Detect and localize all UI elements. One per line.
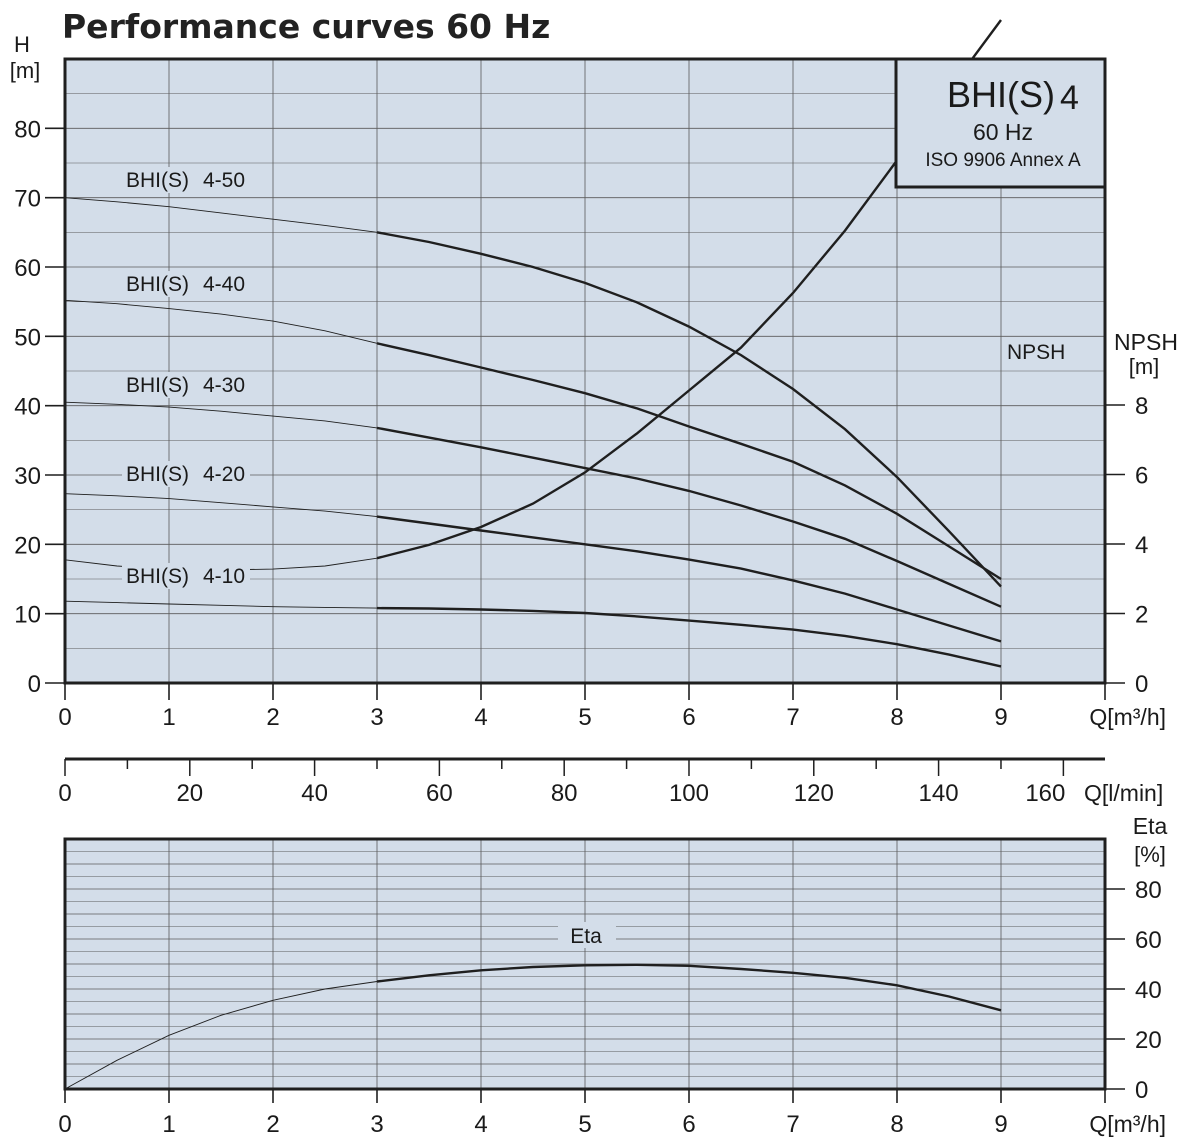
head-xtick-label: 5: [578, 704, 591, 731]
legend-frequency: 60 Hz: [973, 119, 1033, 145]
curve-bold-3: [376, 515, 1002, 643]
eff-xtick-label: 7: [786, 1111, 799, 1137]
flow-tick-label: 160: [1025, 780, 1065, 807]
eta-ytick-label: 20: [1135, 1027, 1162, 1054]
npsh-ytick-label: 4: [1135, 532, 1148, 559]
flow-tick-label: 80: [551, 780, 578, 807]
head-xtick-label: 9: [994, 704, 1007, 731]
flow-tick-label: 120: [794, 780, 834, 807]
head-ytick-label: 80: [14, 116, 41, 143]
series-label-suffix: 4-50: [203, 169, 245, 192]
legend-box: [894, 57, 1107, 189]
eta-curve-thin: [64, 981, 378, 1090]
head-x-unit: Q[m³/h]: [1089, 704, 1166, 730]
npsh-axis-label: NPSH: [1114, 329, 1178, 355]
eff-xtick-label: 4: [474, 1111, 487, 1137]
series-label-suffix: 4-10: [203, 565, 245, 588]
curve-thin-1: [64, 299, 378, 344]
head-axis-unit: [m]: [10, 58, 41, 83]
eff-xtick-label: 9: [994, 1111, 1007, 1137]
head-xtick-label: 2: [266, 704, 279, 731]
head-ytick-label: 0: [28, 671, 41, 698]
npsh-ytick-label: 8: [1135, 393, 1148, 420]
series-label-name: BHI(S): [126, 565, 189, 588]
head-ytick-label: 50: [14, 324, 41, 351]
eff-xtick-label: 0: [58, 1111, 71, 1137]
head-ytick-label: 70: [14, 186, 41, 213]
head-xtick-label: 7: [786, 704, 799, 731]
flow-tick-label: 140: [919, 780, 959, 807]
series-label-bg: [122, 167, 250, 193]
curve-thin-4: [64, 600, 378, 609]
series-label-bg: [122, 563, 250, 589]
eta-ytick-label: 60: [1135, 927, 1162, 954]
head-ytick-label: 40: [14, 394, 41, 421]
head-xtick-label: 0: [58, 704, 71, 731]
flow-tick-label: 0: [58, 780, 71, 807]
eff-xtick-label: 8: [890, 1111, 903, 1137]
head-xtick-label: 6: [682, 704, 695, 731]
eff-xtick-label: 6: [682, 1111, 695, 1137]
head-ytick-label: 60: [14, 255, 41, 282]
eta-ytick-label: 40: [1135, 977, 1162, 1004]
legend-model: BHI(S): [947, 74, 1055, 115]
legend-standard: ISO 9906 Annex A: [925, 150, 1081, 171]
flow-tick-label: 20: [176, 780, 203, 807]
head-axis-label: H: [14, 32, 30, 57]
eta-label-bg: [558, 922, 616, 948]
series-label-suffix: 4-30: [203, 374, 245, 397]
eff-xtick-label: 1: [162, 1111, 175, 1137]
curve-bold-0: [376, 231, 1002, 588]
flow-tick-label: 100: [669, 780, 709, 807]
head-ytick-label: 20: [14, 532, 41, 559]
page-title: Performance curves 60 Hz: [62, 7, 550, 46]
npsh-ytick-label: 0: [1135, 671, 1148, 698]
series-label-bg: [122, 372, 250, 398]
flow-x-unit: Q[l/min]: [1084, 780, 1163, 806]
eff-xtick-label: 2: [266, 1111, 279, 1137]
curve-bold-4: [376, 606, 1002, 668]
series-label-bg: [122, 461, 250, 487]
series-label-name: BHI(S): [126, 463, 189, 486]
curve-thin-2: [64, 401, 378, 429]
series-label-name: BHI(S): [126, 374, 189, 397]
eff-xtick-label: 3: [370, 1111, 383, 1137]
eta-axis-label: Eta: [1133, 813, 1168, 839]
eff-x-unit: Q[m³/h]: [1089, 1111, 1166, 1137]
eff-xtick-label: 5: [578, 1111, 591, 1137]
curve-thin-3: [64, 493, 378, 518]
npsh-ytick-label: 6: [1135, 463, 1148, 490]
flow-tick-label: 60: [426, 780, 453, 807]
npsh-curve-label: NPSH: [1007, 341, 1065, 364]
eta-axis-unit: [%]: [1134, 842, 1166, 867]
head-xtick-label: 4: [474, 704, 487, 731]
eta-ytick-label: 80: [1135, 877, 1162, 904]
curve-thin-0: [64, 197, 378, 233]
npsh-axis-unit: [m]: [1129, 354, 1160, 379]
eta-curve-bold: [376, 963, 1002, 1012]
npsh-ytick-label: 2: [1135, 602, 1148, 629]
curve-bold-1: [376, 342, 1002, 581]
head-xtick-label: 1: [162, 704, 175, 731]
head-xtick-label: 8: [890, 704, 903, 731]
head-ytick-label: 10: [14, 602, 41, 629]
series-label-suffix: 4-20: [203, 463, 245, 486]
legend-model-size: 4: [1060, 79, 1079, 117]
head-ytick-label: 30: [14, 463, 41, 490]
head-xtick-label: 3: [370, 704, 383, 731]
series-label-suffix: 4-40: [203, 273, 245, 296]
eta-curve-label: Eta: [570, 925, 602, 948]
series-label-name: BHI(S): [126, 273, 189, 296]
series-label-name: BHI(S): [126, 169, 189, 192]
npsh-label-bg: [1004, 340, 1080, 365]
curve-bold-2: [376, 426, 1002, 608]
eta-ytick-label: 0: [1135, 1077, 1148, 1104]
flow-tick-label: 40: [301, 780, 328, 807]
series-label-bg: [122, 271, 250, 297]
